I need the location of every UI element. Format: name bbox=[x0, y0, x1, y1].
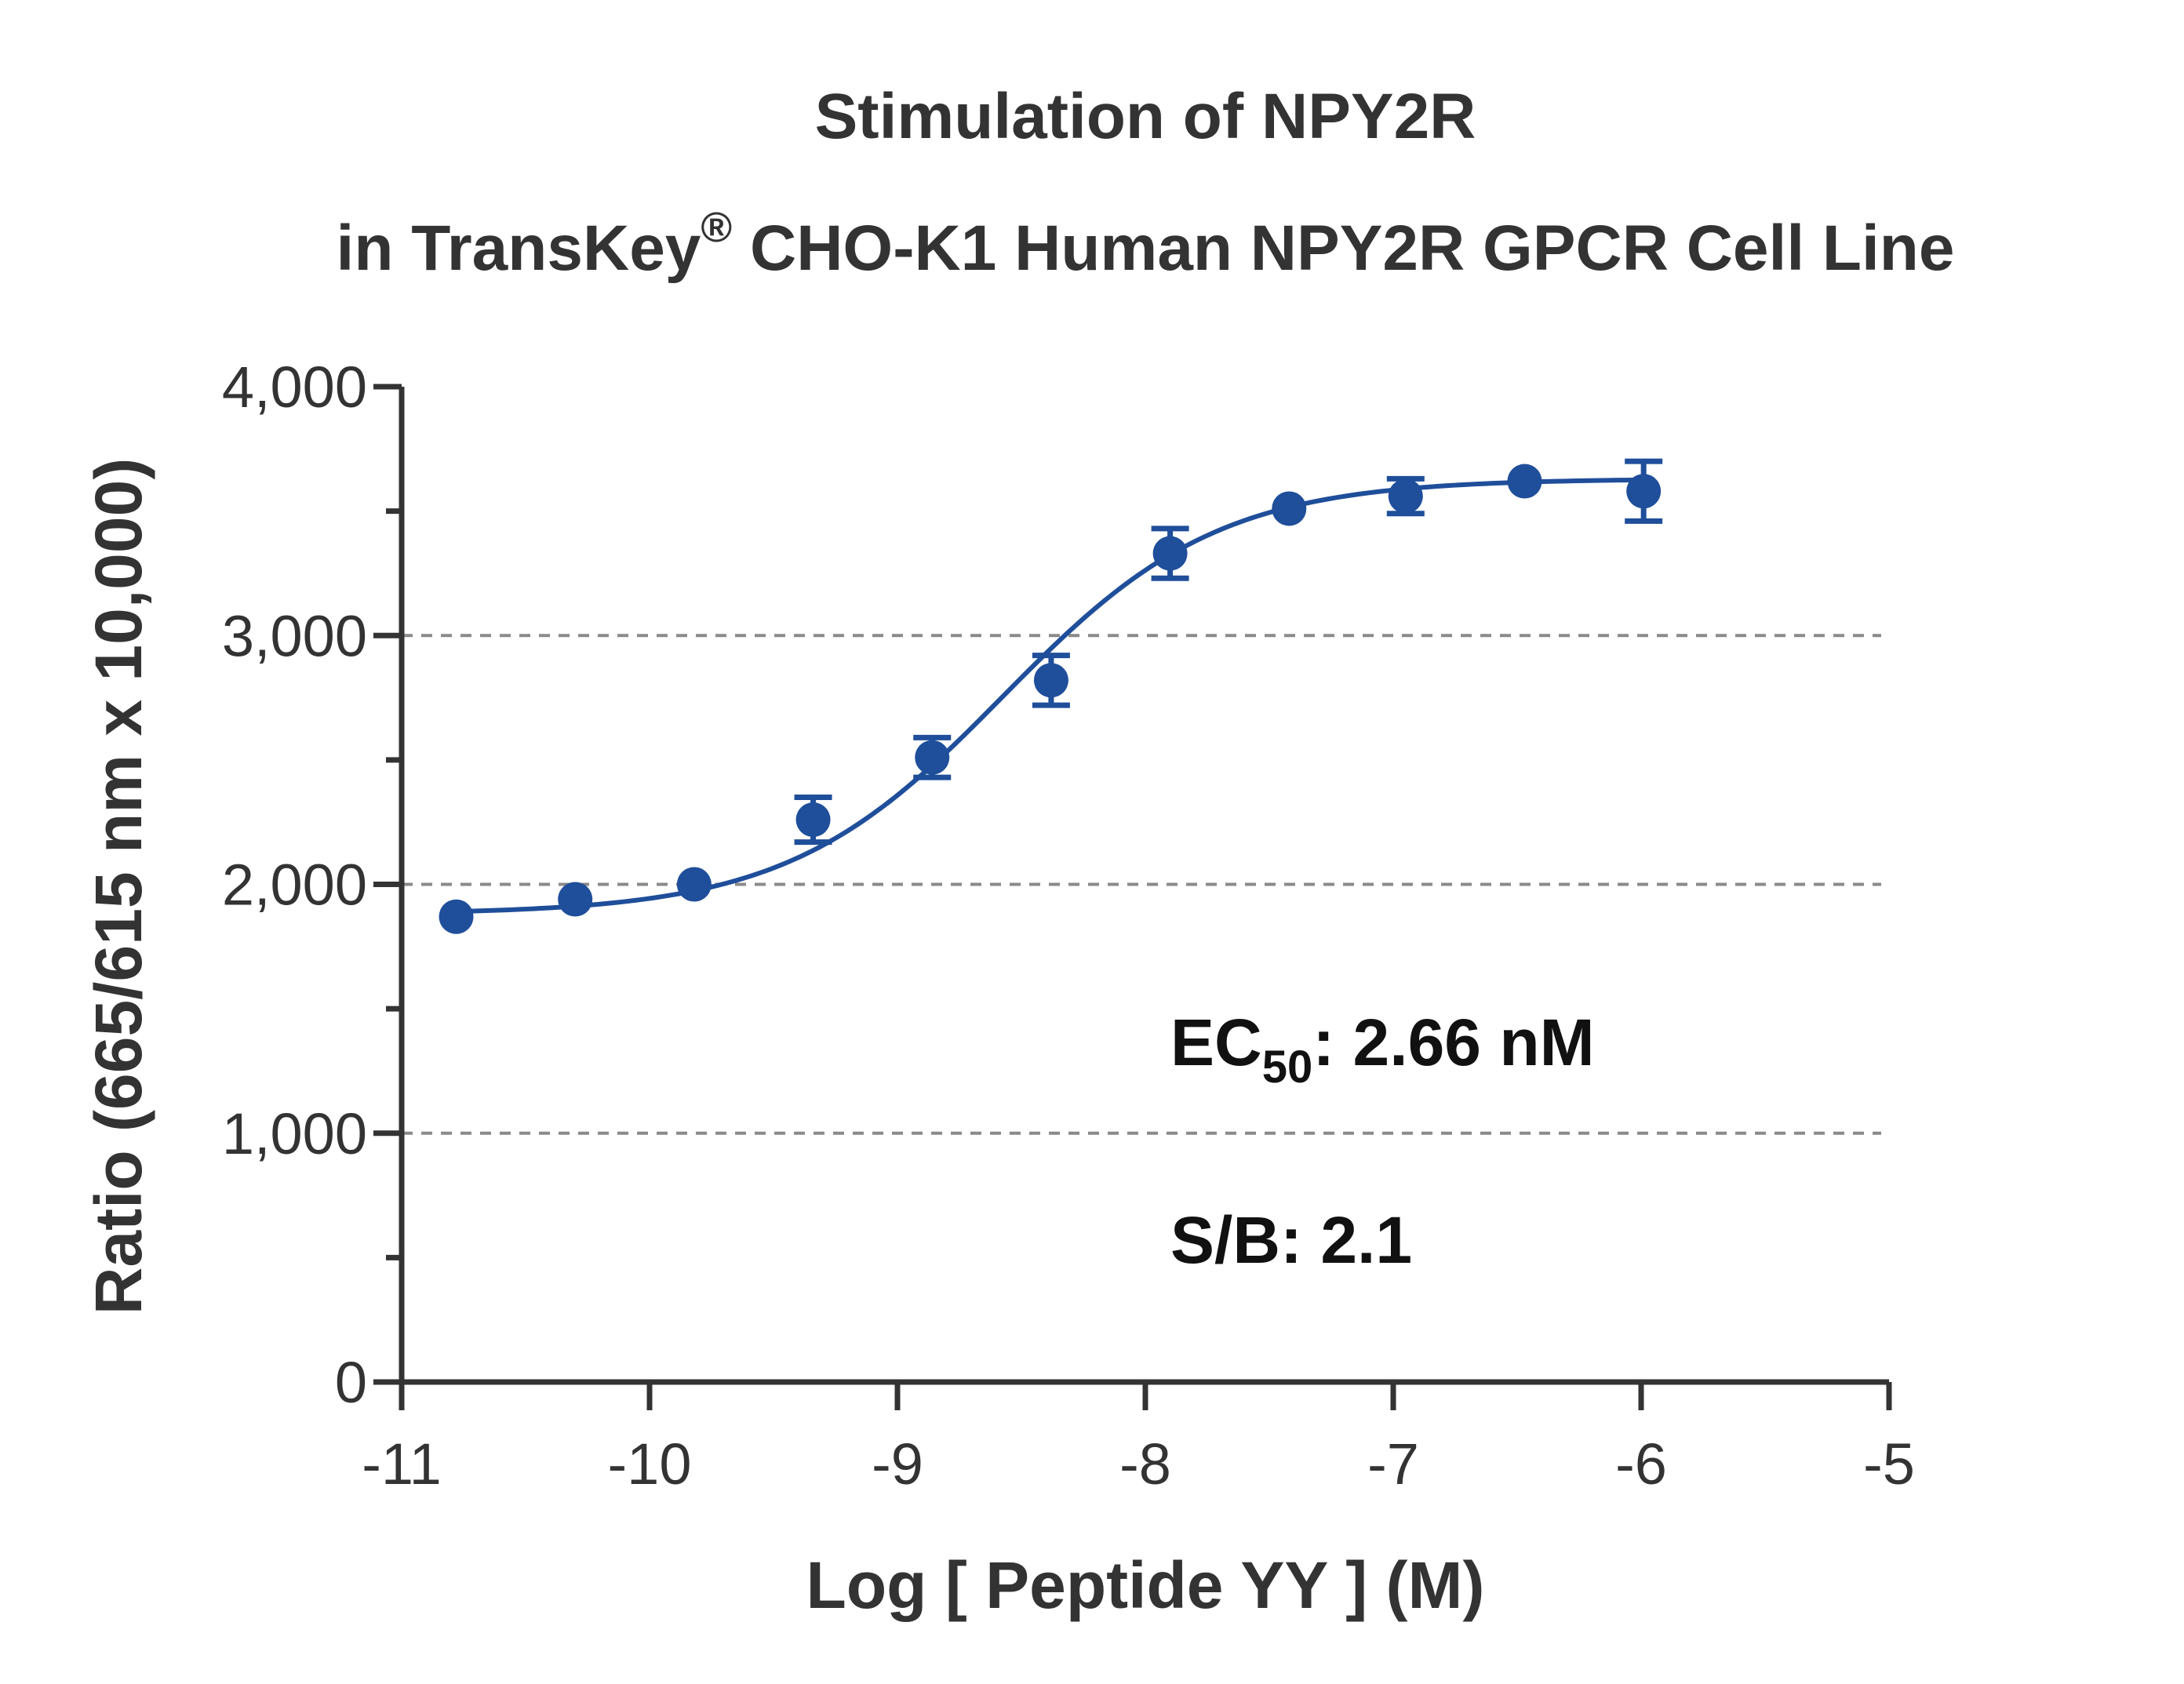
chart-subtitle-prefix: in TransKey bbox=[337, 213, 701, 284]
data-point bbox=[1033, 663, 1068, 698]
data-point bbox=[795, 802, 831, 838]
chart-subtitle-suffix: CHO-K1 Human NPY2R GPCR Cell Line bbox=[732, 213, 1954, 284]
ticks: -11 -10 -9 -8 -7 -6 -5 0 1,000 2,000 3,000 4,000 bbox=[222, 355, 1915, 1497]
error-bars bbox=[794, 458, 1663, 846]
fit-curve bbox=[456, 477, 1644, 915]
chart-title: Stimulation of NPY2R bbox=[815, 81, 1476, 152]
x-tick-label: -11 bbox=[362, 1431, 441, 1497]
data-point bbox=[1388, 478, 1423, 514]
data-point bbox=[1626, 474, 1662, 509]
x-tick-label: -8 bbox=[1119, 1431, 1171, 1497]
x-tick-label: -5 bbox=[1863, 1431, 1915, 1497]
data-point bbox=[558, 882, 593, 917]
x-tick-label: -7 bbox=[1367, 1431, 1419, 1497]
y-tick-label: 0 bbox=[335, 1350, 367, 1415]
sb-annotation: S/B: 2.1 bbox=[1170, 1203, 1412, 1277]
y-tick-label: 2,000 bbox=[222, 853, 367, 918]
data-point bbox=[915, 740, 950, 775]
x-tick-label: -9 bbox=[872, 1431, 923, 1497]
data-point bbox=[1507, 464, 1542, 499]
chart-subtitle: in TransKey® CHO-K1 Human NPY2R GPCR Cel… bbox=[337, 204, 1955, 284]
data-point bbox=[439, 899, 474, 934]
y-tick-label: 3,000 bbox=[222, 603, 367, 668]
y-tick-label: 1,000 bbox=[222, 1101, 367, 1166]
ec50-suffix: : 2.66 nM bbox=[1312, 1006, 1594, 1079]
ec50-annotation: EC50: 2.66 nM bbox=[1170, 1006, 1595, 1093]
y-axis-label: Ratio (665/615 nm x 10,000) bbox=[82, 458, 155, 1315]
data-point bbox=[1152, 536, 1188, 571]
x-tick-label: -10 bbox=[608, 1431, 692, 1497]
data-point bbox=[1272, 491, 1307, 526]
fit-curves bbox=[456, 477, 1644, 915]
ec50-prefix: EC bbox=[1170, 1006, 1262, 1079]
data-points bbox=[439, 464, 1662, 934]
grid-lines bbox=[402, 634, 1881, 1135]
x-axis-label: Log [ Peptide YY ] (M) bbox=[806, 1548, 1485, 1622]
ec50-subscript: 50 bbox=[1262, 1042, 1313, 1093]
chart-subtitle-superscript: ® bbox=[701, 204, 732, 251]
x-tick-label: -6 bbox=[1615, 1431, 1667, 1497]
y-tick-label: 4,000 bbox=[222, 355, 367, 420]
data-point bbox=[676, 867, 712, 902]
